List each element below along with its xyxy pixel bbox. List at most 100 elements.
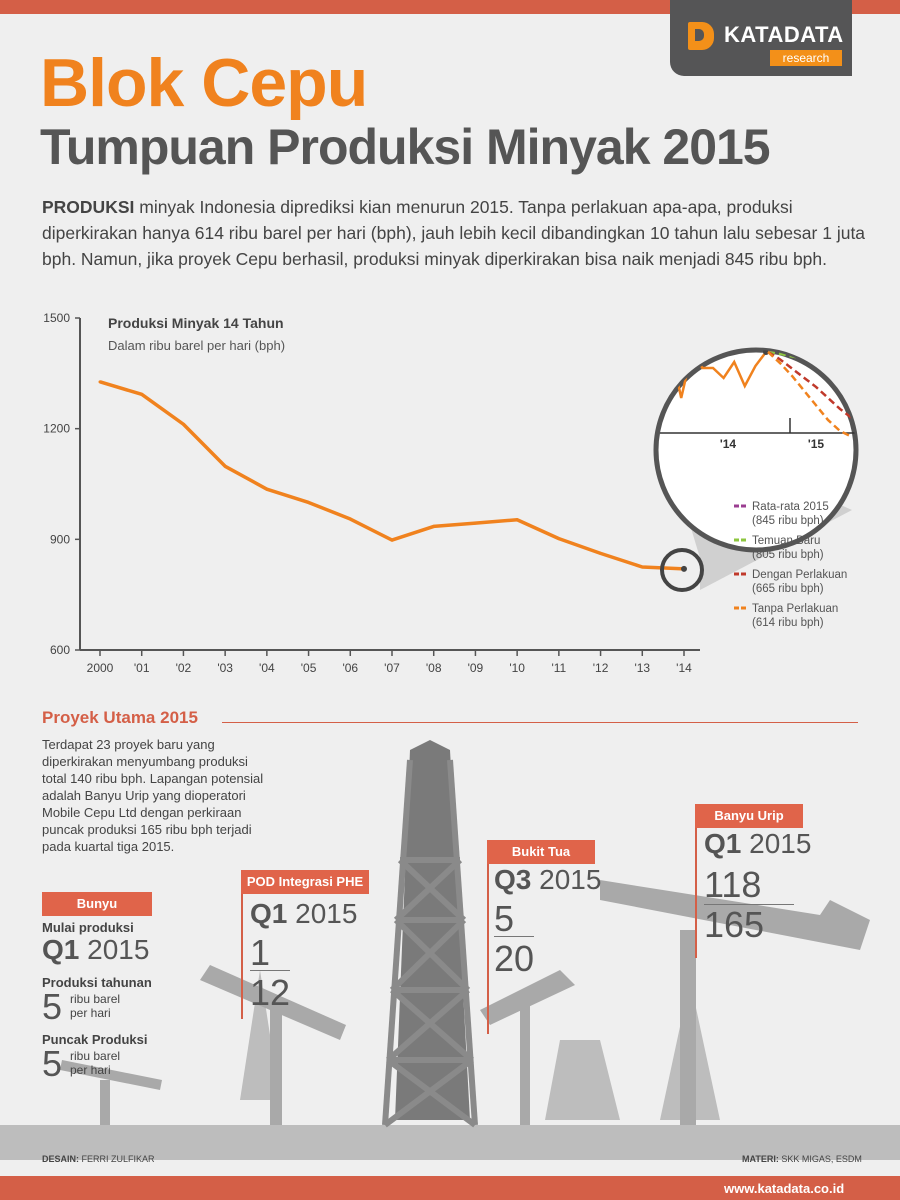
bunyu-annual-value: 5 [42, 986, 63, 1027]
pod-leader [241, 884, 243, 1019]
x-tick-label: '14 [676, 661, 692, 675]
intro-text: minyak Indonesia diprediksi kian menurun… [42, 197, 866, 269]
zoom-x-label: '14 [720, 437, 737, 451]
bunyu-annual-unit-2: per hari [70, 1006, 111, 1020]
intro-paragraph: PRODUKSI minyak Indonesia diprediksi kia… [42, 194, 872, 272]
pod-value-1: 1 [250, 932, 271, 973]
data-point [515, 518, 519, 522]
legend-value: (665 ribu bph) [752, 583, 824, 595]
legend-value: (845 ribu bph) [752, 515, 824, 527]
bukit-tag: Bukit Tua [487, 840, 595, 864]
brand-sub: research [770, 50, 842, 66]
data-point [557, 537, 561, 541]
chart-subtitle: Dalam ribu barel per hari (bph) [108, 338, 285, 353]
x-tick-label: '02 [176, 661, 192, 675]
zoom-x-label: '15 [808, 437, 825, 451]
pod-start: Q1 2015 [250, 898, 357, 930]
projects-title: Proyek Utama 2015 [42, 708, 198, 727]
bunyu-start: Q1 2015 [42, 934, 149, 966]
data-point [265, 487, 269, 491]
brand-name: KATADATA [724, 22, 844, 47]
x-tick-label: 2000 [87, 661, 114, 675]
banyu-tag: Banyu Urip [695, 804, 803, 828]
banyu-q: Q1 [704, 828, 742, 859]
page-title: Blok Cepu [40, 45, 368, 121]
legend-label: Temuan Baru [752, 535, 820, 547]
pod-value-2: 12 [250, 972, 291, 1013]
y-tick-label: 900 [50, 532, 70, 546]
data-point [640, 565, 644, 569]
bunyu-peak-value: 5 [42, 1043, 63, 1084]
bukit-start: Q3 2015 [494, 864, 601, 896]
x-tick-label: '13 [634, 661, 650, 675]
x-tick-label: '10 [509, 661, 525, 675]
banyu-value-1: 118 [704, 864, 762, 905]
data-point [432, 524, 436, 528]
data-point [223, 464, 227, 468]
zoom-panel [653, 347, 859, 553]
pod-divider [250, 970, 290, 971]
banyu-value-2: 165 [704, 904, 765, 945]
bunyu-peak-unit-1: ribu barel [70, 1049, 121, 1063]
zoom-annotation: Sept '14 [746, 335, 786, 347]
x-tick-label: '04 [259, 661, 275, 675]
banyu-year: 2015 [741, 828, 812, 859]
data-point [307, 500, 311, 504]
intro-lead: PRODUKSI [42, 197, 135, 217]
y-tick-label: 600 [50, 643, 70, 657]
bunyu-peak-unit: ribu barel per hari [70, 1049, 120, 1077]
last-point-marker [681, 565, 687, 572]
x-tick-label: '08 [426, 661, 442, 675]
bunyu-annual-unit: ribu barel per hari [70, 992, 120, 1020]
pod-year: 2015 [287, 898, 358, 929]
banyu-leader [695, 818, 697, 958]
chart-title: Produksi Minyak 14 Tahun [108, 315, 284, 331]
data-point [348, 517, 352, 521]
bukit-q: Q3 [494, 864, 532, 895]
source-label: MATERI: [742, 1154, 779, 1164]
bottom-bar [0, 1176, 900, 1200]
banyu-divider [704, 904, 794, 905]
site-url[interactable]: www.katadata.co.id [724, 1181, 845, 1196]
legend-value: (614 ribu bph) [752, 617, 824, 629]
projects-rule [222, 722, 858, 723]
zoom-marker [660, 548, 704, 592]
y-tick-label: 1500 [43, 311, 70, 325]
zoom-projection-2 [767, 350, 853, 420]
bunyu-start-q: Q1 [42, 934, 80, 965]
bunyu-peak-unit-2: per hari [70, 1063, 111, 1077]
data-point [599, 551, 603, 555]
x-tick-label: '05 [301, 661, 317, 675]
banyu-start: Q1 2015 [704, 828, 811, 860]
pod-tag: POD Integrasi PHE [241, 870, 369, 894]
bukit-year: 2015 [531, 864, 602, 895]
data-point [390, 538, 394, 542]
logo-icon [688, 22, 714, 50]
legend-label: Rata-rata 2015 [752, 501, 829, 513]
design-value: FERRI ZULFIKAR [79, 1154, 155, 1164]
bunyu-tag: Bunyu [42, 892, 152, 916]
design-label: DESAIN: [42, 1154, 80, 1164]
pumpjacks [60, 880, 870, 1125]
y-tick-label: 1200 [43, 422, 70, 436]
bukit-value-1: 5 [494, 898, 515, 939]
x-tick-label: '03 [217, 661, 233, 675]
bunyu-peak-label: Puncak Produksi [42, 1032, 148, 1047]
bunyu-start-year: 2015 [79, 934, 150, 965]
data-point [473, 521, 477, 525]
legend-value: (805 ribu bph) [752, 549, 824, 561]
rig-derrick [382, 759, 478, 1128]
projects-body: Terdapat 23 proyek baru yang diperkiraka… [42, 737, 264, 854]
design-credit: DESAIN: FERRI ZULFIKAR [42, 1154, 155, 1164]
legend-label: Tanpa Perlakuan [752, 603, 838, 615]
oil-rigs-illustration [0, 740, 900, 1160]
x-tick-label: '09 [468, 661, 484, 675]
bunyu-annual-unit-1: ribu barel [70, 992, 121, 1006]
bukit-divider [494, 936, 534, 937]
bunyu-annual-label: Produksi tahunan [42, 975, 152, 990]
rigs-background [0, 740, 900, 1160]
page-subtitle: Tumpuan Produksi Minyak 2015 [40, 119, 771, 175]
source-value: SKK MIGAS, ESDM [778, 1154, 862, 1164]
bukit-leader [487, 854, 489, 1034]
x-tick-label: '12 [593, 661, 609, 675]
